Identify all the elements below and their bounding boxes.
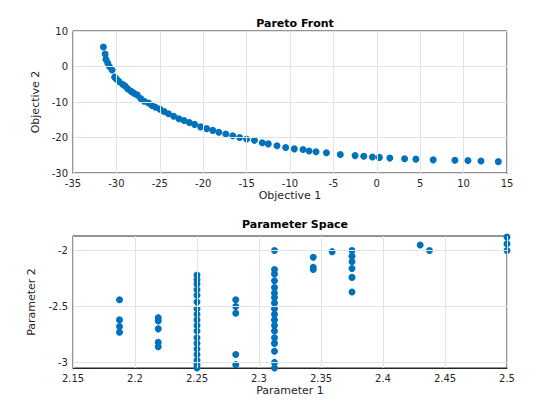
svg-text:-35: -35 [65, 178, 81, 189]
svg-text:2.25: 2.25 [186, 373, 208, 384]
svg-text:0: 0 [374, 178, 380, 189]
svg-text:15: 15 [501, 178, 514, 189]
svg-text:-30: -30 [51, 167, 68, 179]
svg-text:-15: -15 [238, 178, 254, 189]
svg-text:Parameter 2: Parameter 2 [25, 268, 38, 336]
svg-text:10: 10 [457, 178, 470, 189]
svg-text:-20: -20 [195, 178, 211, 189]
svg-text:2.35: 2.35 [310, 373, 332, 384]
svg-text:-20: -20 [52, 132, 68, 143]
svg-text:0: 0 [62, 61, 68, 72]
svg-text:2.2: 2.2 [127, 373, 143, 384]
svg-text:-3: -3 [58, 357, 68, 368]
svg-text:2.45: 2.45 [434, 373, 456, 384]
svg-text:2.5: 2.5 [499, 373, 515, 384]
svg-text:2.15: 2.15 [62, 373, 84, 384]
svg-text:-2.5: -2.5 [48, 301, 68, 312]
svg-text:-10: -10 [52, 97, 68, 108]
svg-text:-25: -25 [152, 178, 168, 189]
svg-text:Parameter 1: Parameter 1 [256, 384, 324, 397]
svg-text:Parameter Space: Parameter Space [242, 218, 348, 231]
svg-text:5: 5 [417, 178, 423, 189]
svg-text:Objective 2: Objective 2 [29, 71, 42, 134]
svg-text:2.4: 2.4 [375, 373, 391, 384]
svg-text:10: 10 [55, 26, 68, 37]
svg-text:2.3: 2.3 [251, 373, 267, 384]
svg-text:Pareto Front: Pareto Front [256, 17, 334, 30]
svg-text:-10: -10 [282, 178, 298, 189]
svg-text:-5: -5 [328, 178, 338, 189]
svg-text:-2: -2 [58, 245, 68, 256]
svg-text:-30: -30 [108, 178, 124, 189]
svg-text:Objective 1: Objective 1 [259, 189, 322, 202]
